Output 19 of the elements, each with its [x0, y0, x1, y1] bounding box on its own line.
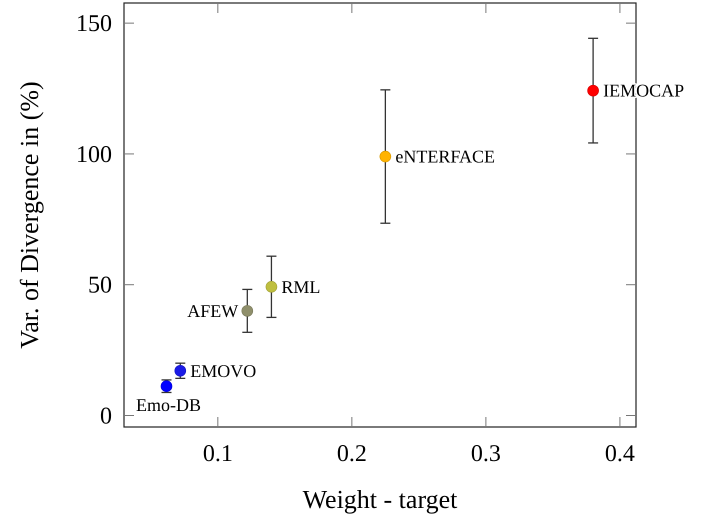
y-axis-title: Var. of Divergence in (%)	[15, 81, 44, 349]
series-label: RML	[281, 276, 320, 297]
y-tick-label: 150	[76, 11, 112, 38]
x-tick-label: 0.3	[470, 441, 501, 467]
point	[587, 84, 599, 96]
point	[266, 281, 278, 293]
y-tick-label: 100	[76, 142, 112, 168]
x-tick-label: 0.4	[604, 441, 635, 467]
point	[242, 305, 254, 317]
point	[380, 150, 392, 162]
series-label: EMOVO	[190, 360, 256, 381]
x-tick-label: 0.2	[336, 441, 367, 467]
y-tick-label: 0	[100, 403, 112, 430]
x-tick-label: 0.1	[202, 441, 233, 467]
x-axis-title: Weight - target	[302, 485, 458, 514]
series-label: AFEW	[187, 300, 238, 321]
y-tick-label: 50	[88, 272, 112, 299]
series-label: eNTERFACE	[395, 146, 496, 167]
series-label: Emo-DB	[136, 395, 201, 416]
